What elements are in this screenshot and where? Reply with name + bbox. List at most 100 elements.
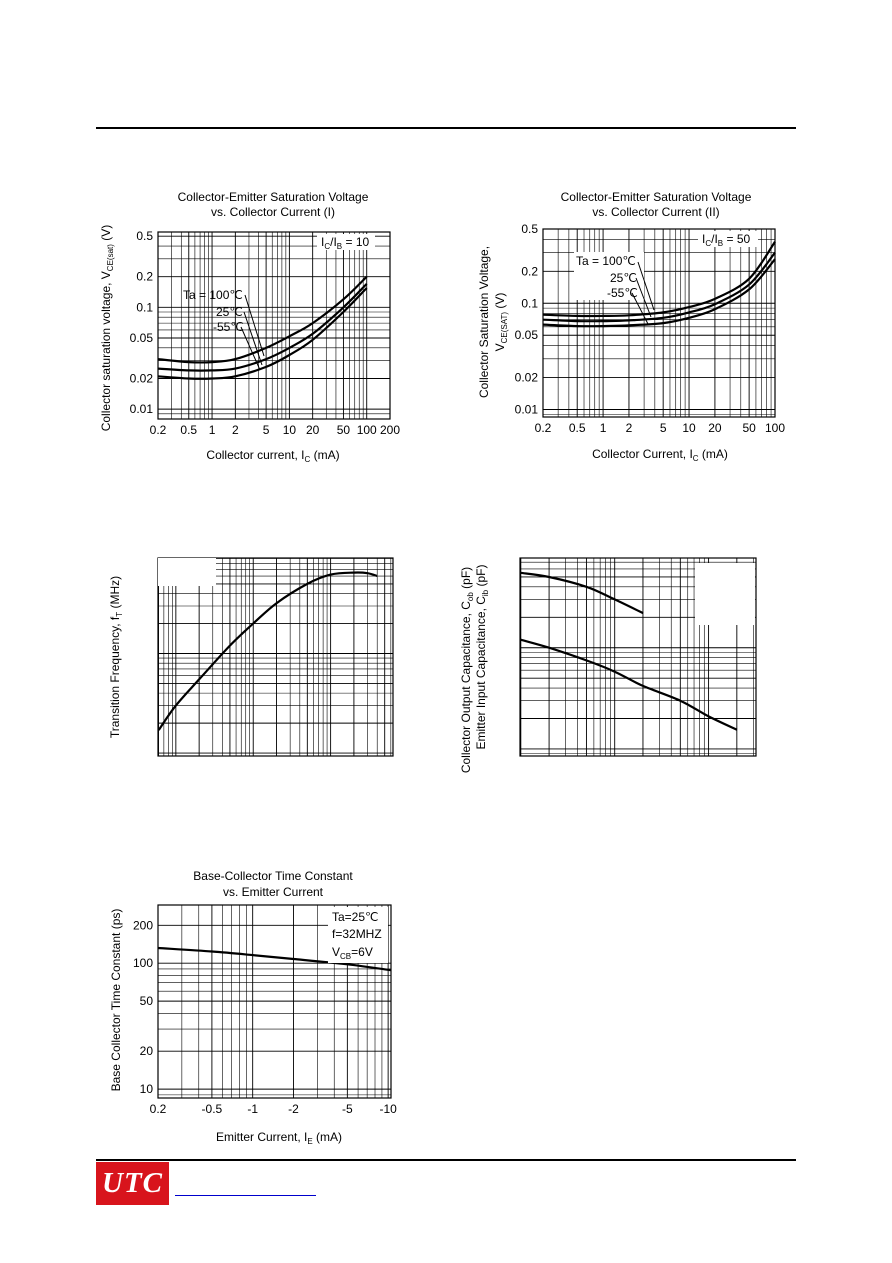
blank-label-area: [158, 558, 216, 586]
y-tick-label: 200: [133, 918, 153, 932]
plot-grid: [157, 904, 392, 1099]
y-axis-label: Transition Frequency, fT (MHz): [108, 576, 124, 738]
x-axis-label: Collector Current, IC (mA): [592, 447, 728, 463]
series-line: [157, 283, 368, 372]
x-axis-label: Emitter Current, IE (mA): [216, 1130, 342, 1146]
leader-minus55: [240, 326, 261, 371]
y-tick-label: 0.2: [521, 264, 538, 278]
sat-voltage-chart-1: Collector-Emitter Saturation Voltage vs.…: [99, 190, 401, 464]
temp-label-minus55: -55℃: [607, 286, 638, 300]
leader-100: [637, 261, 655, 311]
temp-label-100: Ta = 100℃: [576, 254, 636, 268]
leader-minus55: [631, 292, 649, 325]
y-tick-label: 10: [140, 1082, 154, 1096]
y-axis-label-line1: Collector Saturation Voltage,: [477, 246, 491, 398]
x-tick-label: 10: [682, 421, 696, 435]
series-curves: [542, 241, 776, 328]
leader-25: [635, 277, 652, 318]
utc-logo: UTC: [96, 1162, 169, 1205]
footer-rule: [96, 1159, 796, 1161]
series-curves: [520, 571, 738, 731]
y-tick-label: 0.2: [136, 270, 153, 284]
temp-label-minus55: -55℃: [213, 320, 244, 334]
tick-labels: 0.2 0.5 1 2 5 10 20 50 100 200 0.01 0.02 0.05 0.1 0.2 0…: [130, 229, 401, 437]
x-tick-label: 0.5: [569, 421, 586, 435]
condition-label: IC/IB = 10: [317, 234, 375, 251]
chart-subtitle: vs. Collector Current (II): [592, 205, 719, 219]
x-tick-label: 50: [742, 421, 756, 435]
x-tick-label: -1: [247, 1102, 258, 1116]
y-tick-label: 0.02: [515, 371, 539, 385]
website-link[interactable]: [175, 1195, 316, 1196]
capacitance-chart: Collector Output Capacitance, Cob (pF) E…: [459, 557, 757, 773]
series-curves: [157, 946, 392, 972]
svg-text:IC/IB = 10: IC/IB = 10: [321, 235, 369, 251]
x-tick-label: 50: [337, 423, 351, 437]
y-tick-label: 0.01: [515, 403, 539, 417]
tick-labels: 0.2 -0.5 -1 -2 -5 -10 10 20 50 100 200: [133, 918, 397, 1116]
temp-label-100: Ta = 100℃: [183, 288, 243, 302]
series-line: [157, 287, 368, 380]
x-tick-label: -2: [288, 1102, 299, 1116]
x-tick-label: -0.5: [202, 1102, 223, 1116]
series-line: [520, 638, 738, 731]
series-curves: [157, 571, 378, 731]
series-line: [542, 258, 776, 328]
plot-frame: [157, 557, 394, 757]
chart-title: Base-Collector Time Constant: [193, 869, 353, 883]
condition-freq: f=32MHZ: [332, 927, 382, 941]
series-line: [520, 571, 644, 615]
x-tick-label: 0.5: [180, 423, 197, 437]
x-tick-label: 0.2: [150, 423, 167, 437]
y-tick-label: 0.5: [521, 222, 538, 236]
y-tick-label: 0.1: [136, 300, 153, 314]
y-axis-label: Base Collector Time Constant (ps): [109, 909, 123, 1092]
chart-title: Collector-Emitter Saturation Voltage: [178, 190, 369, 204]
y-tick-label: 0.01: [130, 402, 154, 416]
y-axis-label: Collector saturation voltage, VCE(sat) (…: [99, 225, 115, 432]
series-line: [542, 241, 776, 318]
x-tick-label: 2: [626, 421, 633, 435]
series-line: [157, 946, 392, 972]
series-line: [542, 251, 776, 323]
x-tick-label: -5: [342, 1102, 353, 1116]
condition-vcb: VCB=6V: [332, 945, 373, 961]
y-tick-label: 100: [133, 956, 153, 970]
svg-text:IC/IB = 50: IC/IB = 50: [702, 232, 750, 248]
time-constant-chart: Base-Collector Time Constant vs. Emitter…: [109, 869, 397, 1146]
plot-grid: [157, 557, 394, 757]
plot-frame: [542, 228, 776, 418]
temperature-labels: Ta = 100℃ 25℃ -55℃: [183, 288, 265, 371]
x-tick-label: 10: [283, 423, 297, 437]
y-axis-label-line2: VCE(SAT) (V): [493, 293, 509, 352]
y-tick-label: 0.05: [515, 328, 539, 342]
chart-subtitle: vs. Collector Current (I): [211, 205, 335, 219]
x-tick-label: 1: [600, 421, 607, 435]
x-tick-label: 1: [209, 423, 216, 437]
y-axis-label-line1: Collector Output Capacitance, Cob (pF): [459, 567, 475, 773]
temp-label-25: 25℃: [610, 271, 637, 285]
condition-label: IC/IB = 50: [698, 231, 758, 248]
x-tick-label: 200: [380, 423, 400, 437]
y-axis-label-line2: Emitter Input Capacitance, Cib (pF): [474, 565, 490, 750]
x-tick-label: 0.2: [535, 421, 552, 435]
series-curves: [157, 275, 368, 380]
x-tick-label: -10: [379, 1102, 397, 1116]
chart-subtitle: vs. Emitter Current: [223, 885, 324, 899]
x-tick-label: 100: [357, 423, 377, 437]
x-tick-label: 20: [708, 421, 722, 435]
x-tick-label: 5: [263, 423, 270, 437]
temp-label-25: 25℃: [216, 305, 243, 319]
plot-grid: [542, 228, 776, 418]
series-line: [157, 571, 378, 731]
chart-title: Collector-Emitter Saturation Voltage: [561, 190, 752, 204]
blank-label-area: [695, 563, 755, 625]
plot-grid: [157, 231, 391, 420]
y-tick-label: 50: [140, 994, 154, 1008]
plot-frame: [157, 231, 391, 420]
y-tick-label: 20: [140, 1044, 154, 1058]
x-tick-label: 100: [765, 421, 785, 435]
sat-voltage-chart-2: Collector-Emitter Saturation Voltage vs.…: [477, 190, 785, 463]
y-tick-label: 0.5: [136, 229, 153, 243]
header-rule: [96, 127, 796, 129]
